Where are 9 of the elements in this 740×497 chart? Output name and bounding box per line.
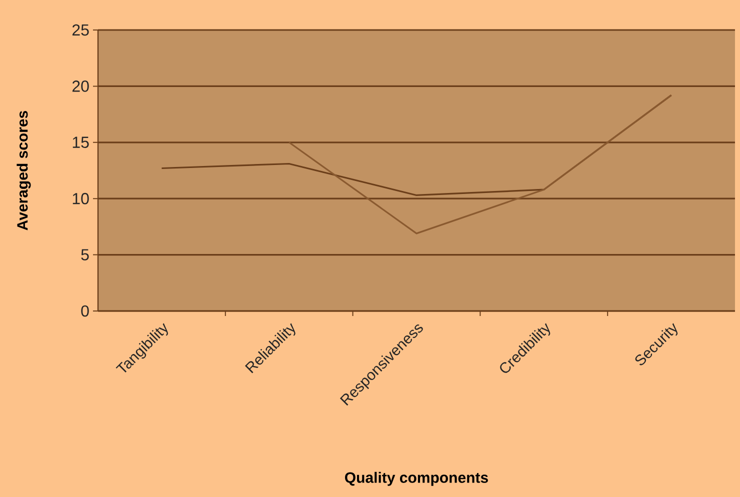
y-tick-label: 10 bbox=[72, 192, 89, 204]
y-tick-label: 25 bbox=[72, 24, 89, 36]
x-axis-title: Quality components bbox=[345, 472, 488, 486]
y-tick-label: 20 bbox=[72, 80, 89, 92]
line-series bbox=[288, 94, 672, 234]
y-axis-title: Averaged scores bbox=[16, 110, 31, 230]
y-tick-label: 15 bbox=[72, 136, 89, 148]
y-tick-label: 0 bbox=[81, 305, 89, 317]
y-tick-label: 5 bbox=[81, 249, 89, 260]
